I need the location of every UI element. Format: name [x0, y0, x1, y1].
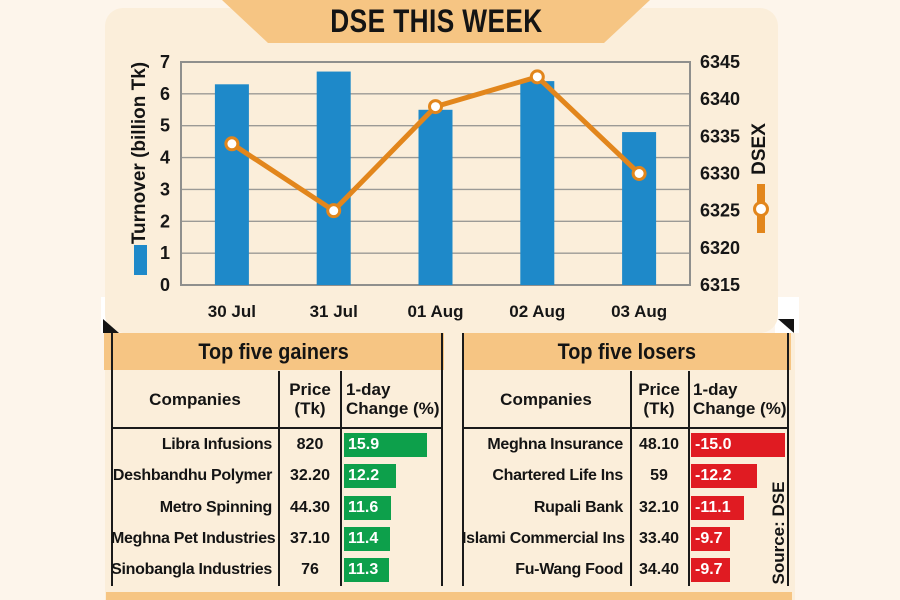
table-row: Deshbandhu Polymer 32.20 12.2 — [111, 460, 443, 491]
company-name: Libra Infusions — [161, 435, 272, 453]
losers-title: Top five losers — [557, 338, 696, 364]
price-value: 44.30 — [289, 498, 331, 516]
header-underline — [111, 427, 443, 429]
column-divider — [688, 371, 690, 586]
change-bar: 11.4 — [344, 526, 390, 551]
svg-text:01 Aug: 01 Aug — [407, 302, 463, 321]
company-name: Rupali Bank — [533, 498, 623, 516]
gainers-column-headers: Companies Price (Tk) 1-day Change (%) — [111, 371, 443, 427]
table-row: Meghna Insurance 48.10 -15.0 — [462, 429, 789, 460]
svg-text:7: 7 — [160, 52, 170, 72]
price-value: 820 — [296, 435, 324, 453]
svg-text:6: 6 — [160, 84, 170, 104]
svg-text:0: 0 — [160, 275, 170, 295]
table-row: Fu-Wang Food 34.40 -9.7 — [462, 555, 789, 586]
ribbon-notch-right — [775, 297, 799, 333]
table-row: Libra Infusions 820 15.9 — [111, 429, 443, 460]
losers-header-band: Top five losers — [462, 333, 791, 370]
price-value: 32.10 — [638, 498, 680, 516]
table-row: Metro Spinning 44.30 11.6 — [111, 492, 443, 523]
price-value: 33.40 — [638, 529, 680, 547]
price-value: 76 — [301, 561, 319, 579]
svg-text:6345: 6345 — [700, 52, 740, 72]
gainers-title: Top five gainers — [198, 338, 350, 364]
company-name: Chartered Life Ins — [492, 467, 623, 485]
price-value: 32.20 — [289, 467, 331, 485]
tables-panel — [105, 333, 795, 600]
table-row: Meghna Pet Industries 37.10 11.4 — [111, 523, 443, 554]
header-underline — [462, 427, 789, 429]
page-title: DSE THIS WEEK — [329, 3, 543, 39]
source-credit: Source: DSE — [769, 481, 788, 585]
change-bar: -11.1 — [691, 495, 744, 520]
svg-text:31 Jul: 31 Jul — [310, 302, 358, 321]
turnover-dsex-chart: 0 1 2 3 4 5 6 7 6315 6320 6325 6330 6335 6340 6345 30 J… — [160, 52, 740, 321]
column-divider — [340, 371, 342, 586]
svg-text:1: 1 — [160, 243, 170, 263]
svg-text:6320: 6320 — [700, 238, 740, 258]
table-row: Rupali Bank 32.10 -11.1 — [462, 492, 789, 523]
company-name: Islami Commercial Ins — [462, 529, 625, 547]
table-border-left — [462, 333, 464, 586]
table-row: Islami Commercial Ins 33.40 -9.7 — [462, 523, 789, 554]
column-divider — [278, 371, 280, 586]
dsex-line-legend-dot — [753, 201, 769, 217]
left-axis-title: Turnover (billion Tk) — [129, 61, 150, 245]
price-value: 37.10 — [289, 529, 331, 547]
table-row: Chartered Life Ins 59 -12.2 — [462, 460, 789, 491]
company-name: Meghna Insurance — [487, 435, 623, 453]
company-name: Deshbandhu Polymer — [112, 467, 272, 485]
svg-text:2: 2 — [160, 211, 170, 231]
svg-text:3: 3 — [160, 179, 170, 199]
svg-text:6335: 6335 — [700, 126, 740, 146]
table-row: Sinobangla Industries 76 11.3 — [111, 555, 443, 586]
price-value: 59 — [650, 467, 668, 485]
table-border-left — [111, 333, 113, 586]
svg-text:5: 5 — [160, 116, 170, 136]
column-divider — [630, 371, 632, 586]
change-bar: 11.6 — [344, 495, 391, 520]
change-bar: -12.2 — [691, 464, 757, 489]
losers-rows: Meghna Insurance 48.10 -15.0 Chartered Life… — [462, 429, 789, 586]
company-name: Fu-Wang Food — [515, 561, 623, 579]
svg-text:30 Jul: 30 Jul — [208, 302, 256, 321]
price-value: 34.40 — [638, 561, 680, 579]
right-axis-title: DSEX — [749, 123, 770, 175]
svg-text:4: 4 — [160, 148, 170, 168]
col-header-change: 1-day Change (%) — [693, 380, 787, 418]
company-name: Metro Spinning — [159, 498, 273, 516]
table-border-right — [787, 333, 789, 586]
col-header-price: Price (Tk) — [289, 380, 331, 418]
bottom-ribbon — [106, 592, 792, 600]
svg-text:6330: 6330 — [700, 164, 740, 184]
change-bar: 12.2 — [344, 464, 396, 489]
col-header-companies: Companies — [149, 389, 241, 409]
svg-text:6340: 6340 — [700, 89, 740, 109]
table-border-right — [441, 333, 443, 586]
losers-column-headers: Companies Price (Tk) 1-day Change (%) — [462, 371, 789, 427]
company-name: Meghna Pet Industries — [111, 529, 276, 547]
svg-text:02 Aug: 02 Aug — [509, 302, 565, 321]
change-bar: -15.0 — [691, 432, 785, 457]
col-header-price: Price (Tk) — [638, 380, 680, 418]
gainers-header-band: Top five gainers — [104, 333, 444, 370]
svg-text:03 Aug: 03 Aug — [611, 302, 667, 321]
change-bar: -9.7 — [691, 526, 730, 551]
svg-text:6325: 6325 — [700, 201, 740, 221]
change-bar: 11.3 — [344, 558, 389, 583]
gainers-rows: Libra Infusions 820 15.9 Deshbandhu Polymer… — [111, 429, 443, 586]
col-header-companies: Companies — [500, 389, 592, 409]
svg-text:6315: 6315 — [700, 275, 740, 295]
change-bar: -9.7 — [691, 558, 730, 583]
turnover-bar-legend-swatch — [134, 245, 147, 275]
company-name: Sinobangla Industries — [111, 561, 272, 579]
col-header-change: 1-day Change (%) — [346, 380, 440, 418]
change-bar: 15.9 — [344, 432, 427, 457]
title-banner: DSE THIS WEEK — [222, 0, 650, 43]
price-value: 48.10 — [638, 435, 680, 453]
